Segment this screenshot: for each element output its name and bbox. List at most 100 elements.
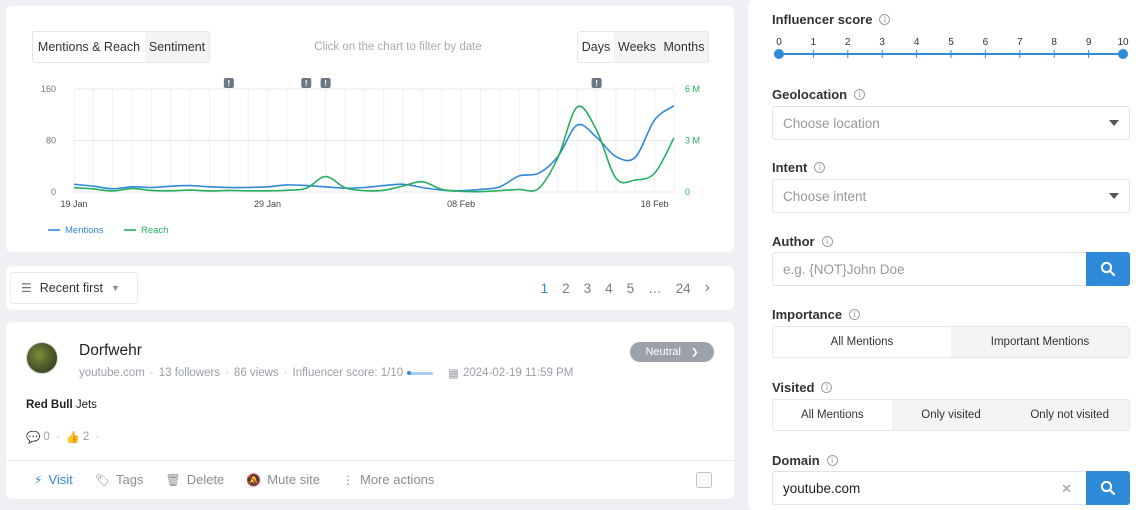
- geolocation-select[interactable]: Choose location: [772, 106, 1130, 140]
- filters-panel: Influencer score i 0 1 2 3 4 5 6 7 8 9 10 Geolocat…: [748, 0, 1140, 510]
- next-page-icon[interactable]: ›: [704, 279, 710, 296]
- visit-button[interactable]: ⚡ Visit: [34, 472, 73, 487]
- page-4[interactable]: 4: [605, 280, 613, 296]
- sort-dropdown[interactable]: ☰ Recent first ▼: [10, 272, 138, 304]
- more-actions-button[interactable]: ⋮ More actions: [342, 472, 434, 487]
- alert-marker: [591, 78, 602, 88]
- mention-domain[interactable]: youtube.com: [79, 367, 145, 379]
- alert-marker: [223, 78, 234, 88]
- info-icon[interactable]: i: [814, 162, 826, 173]
- mention-card: Dorfwehr youtube.com · 13 followers · 86…: [6, 322, 734, 499]
- tab-sentiment[interactable]: Sentiment: [145, 32, 209, 62]
- comments-count: 0: [43, 431, 50, 443]
- slider-tick-label: 1: [811, 37, 817, 48]
- info-icon[interactable]: i: [821, 236, 833, 247]
- more-vertical-icon: ⋮: [341, 472, 354, 487]
- tags-button[interactable]: 🏷 Tags: [95, 472, 144, 487]
- slider-handle-min[interactable]: [774, 49, 784, 59]
- views-count: 86 views: [233, 367, 279, 379]
- y-left-tick: 160: [41, 84, 56, 94]
- y-right-tick: 3 M: [685, 136, 700, 146]
- avatar[interactable]: [26, 342, 58, 374]
- info-icon[interactable]: i: [854, 89, 866, 100]
- geolocation-placeholder: Choose location: [783, 115, 880, 131]
- clear-icon[interactable]: ✕: [1061, 481, 1072, 496]
- page-5[interactable]: 5: [626, 280, 635, 296]
- time-granularity-toggle: Days Weeks Months: [577, 31, 709, 63]
- legend-label: Reach: [141, 225, 168, 236]
- page-24[interactable]: 24: [675, 280, 691, 296]
- slider-tick-label: 2: [845, 37, 851, 48]
- author-search-button[interactable]: [1086, 252, 1130, 286]
- slider-tick-label: 6: [983, 37, 989, 48]
- chart-view-toggle: Mentions & Reach Sentiment: [32, 31, 210, 63]
- sentiment-dropdown[interactable]: Neutral ❯: [630, 342, 714, 362]
- visited-option-not-visited[interactable]: Only not visited: [1010, 400, 1129, 430]
- page-1[interactable]: 1: [540, 280, 549, 296]
- author-name[interactable]: Dorfwehr: [79, 342, 142, 359]
- alert-marker: [320, 78, 331, 88]
- geolocation-filter-label: Geolocation i: [772, 87, 866, 102]
- y-left-tick: 80: [46, 136, 56, 146]
- delete-button[interactable]: 🗑 Delete: [165, 472, 224, 487]
- x-tick: 08 Feb: [447, 199, 475, 209]
- tab-days[interactable]: Days: [578, 32, 614, 62]
- domain-filter-label: Domain i: [772, 453, 838, 468]
- chart-card: 160 80 0 6 M 3 M 0 19 Jan 29 Jan 08 Feb 18 Feb!!!…: [6, 6, 734, 252]
- series-line-reach: [73, 105, 675, 193]
- mentions-reach-chart[interactable]: 160 80 0 6 M 3 M 0 19 Jan 29 Jan 08 Feb 18 Feb!!!…: [6, 6, 734, 252]
- mention-actions: ⚡ Visit 🏷 Tags 🗑 Delete 🔕 Mute site ⋮ More ac…: [34, 472, 456, 487]
- influencer-score-slider[interactable]: 0 1 2 3 4 5 6 7 8 9 10: [772, 32, 1132, 62]
- intent-label-text: Intent: [772, 160, 808, 175]
- pagination: 1 2 3 4 5 … 24 ›: [527, 279, 710, 297]
- chevron-down-icon: ❯: [690, 346, 699, 357]
- importance-option-important[interactable]: Important Mentions: [951, 327, 1129, 357]
- tab-mentions-reach[interactable]: Mentions & Reach: [33, 32, 145, 62]
- search-icon: [1100, 480, 1116, 496]
- followers-count: 13 followers: [158, 367, 221, 379]
- comment-icon: 💬: [26, 432, 41, 444]
- tags-label: Tags: [116, 472, 144, 487]
- thumbs-up-icon: 👍: [65, 432, 80, 444]
- visited-option-only-visited[interactable]: Only visited: [891, 400, 1011, 430]
- info-icon[interactable]: i: [821, 382, 833, 393]
- slider-tick-label: 5: [948, 37, 954, 48]
- tab-weeks[interactable]: Weeks: [614, 32, 660, 62]
- domain-input[interactable]: youtube.com ✕: [772, 471, 1086, 505]
- tag-icon: 🏷: [94, 472, 110, 487]
- select-mention-checkbox[interactable]: [696, 472, 712, 488]
- intent-select[interactable]: Choose intent: [772, 179, 1130, 213]
- mention-meta: youtube.com · 13 followers · 86 views · …: [79, 367, 574, 380]
- y-left-tick: 0: [51, 187, 56, 197]
- visited-option-all[interactable]: All Mentions: [773, 400, 892, 430]
- author-label-text: Author: [772, 234, 815, 249]
- caret-down-icon: ▼: [110, 283, 120, 293]
- slider-handle-max[interactable]: [1118, 49, 1128, 59]
- author-filter-label: Author i: [772, 234, 833, 249]
- domain-search-button[interactable]: [1086, 471, 1130, 505]
- info-icon[interactable]: i: [879, 14, 891, 25]
- caret-down-icon: [1109, 193, 1119, 199]
- caret-down-icon: [1109, 120, 1119, 126]
- importance-option-all[interactable]: All Mentions: [773, 327, 951, 357]
- x-tick: 18 Feb: [641, 199, 669, 209]
- engagement-stats: 💬 0 · 👍 2 ·: [26, 431, 100, 444]
- mention-title[interactable]: Red Bull Jets: [26, 399, 97, 411]
- alert-marker-label: !: [595, 79, 598, 88]
- mention-title-rest: Jets: [72, 399, 97, 411]
- likes-count: 2: [82, 431, 90, 443]
- sort-label: Recent first: [39, 281, 103, 295]
- slider-tick-label: 0: [776, 37, 782, 48]
- geolocation-label-text: Geolocation: [772, 87, 848, 102]
- page-2[interactable]: 2: [562, 280, 570, 296]
- info-icon[interactable]: i: [826, 455, 838, 466]
- mute-site-button[interactable]: 🔕 Mute site: [246, 472, 320, 487]
- tab-months[interactable]: Months: [660, 32, 708, 62]
- divider: [6, 460, 734, 461]
- x-tick: 29 Jan: [254, 199, 281, 209]
- info-icon[interactable]: i: [849, 309, 861, 320]
- search-icon: [1100, 261, 1116, 277]
- author-input[interactable]: e.g. {NOT}John Doe: [772, 252, 1086, 286]
- intent-filter-label: Intent i: [772, 160, 826, 175]
- page-3[interactable]: 3: [583, 280, 592, 296]
